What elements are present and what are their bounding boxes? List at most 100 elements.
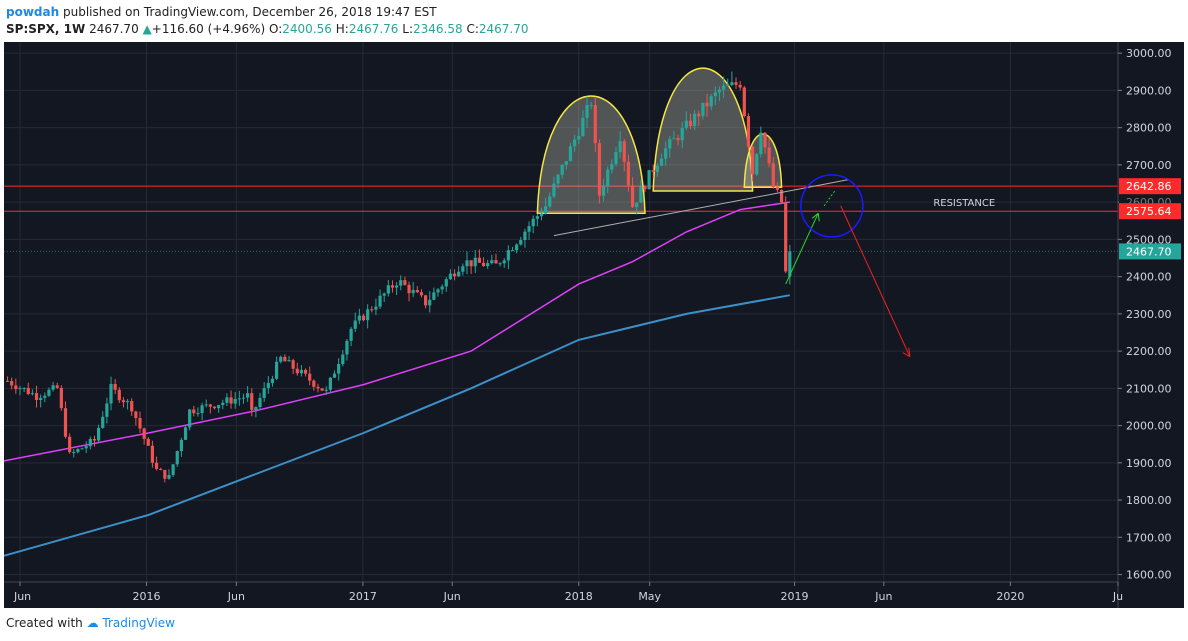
y-tick-label: 2700.00 xyxy=(1126,159,1172,172)
candle-body xyxy=(121,400,126,403)
candle-body xyxy=(303,369,308,374)
candle-body xyxy=(80,448,84,450)
y-tick-label: 2900.00 xyxy=(1126,84,1172,97)
y-tick-label: 2300.00 xyxy=(1126,308,1172,321)
y-tick-label: 2400.00 xyxy=(1126,271,1172,284)
candle-body xyxy=(154,462,159,469)
candle-body xyxy=(217,405,221,409)
candle-body xyxy=(196,413,200,415)
candle-body xyxy=(502,260,506,264)
x-tick-label: Jun xyxy=(874,590,892,603)
candle-body xyxy=(544,206,548,214)
candle-body xyxy=(266,383,270,389)
candle-body xyxy=(316,386,320,389)
candle-body xyxy=(601,186,606,196)
candle-body xyxy=(291,360,295,369)
candle-body xyxy=(183,427,188,440)
last-price: 2467.70 xyxy=(89,22,139,36)
candle-body xyxy=(688,120,693,127)
candle-body xyxy=(246,393,250,398)
candle-body xyxy=(192,409,196,414)
candle-body xyxy=(26,387,30,395)
x-tick-label: Jun xyxy=(443,590,461,603)
candle-body xyxy=(175,451,179,465)
last-price-tag: 2467.70 xyxy=(1126,245,1172,258)
candle-body xyxy=(726,85,730,87)
green-dotted-arrow xyxy=(823,190,836,207)
chart-area[interactable]: RESISTANCE 3000.00 2900.00 2800.00 2700.00 2… xyxy=(3,42,1184,608)
candle-body xyxy=(341,354,345,365)
candle-body xyxy=(171,464,175,475)
candle-body xyxy=(274,361,279,379)
candle-body xyxy=(395,285,399,288)
candle-body xyxy=(722,85,726,90)
candle-body xyxy=(535,216,539,219)
price-axis[interactable]: 3000.002900.002800.002700.002600.002500.… xyxy=(1118,47,1172,582)
candle-body xyxy=(237,398,241,400)
candle-body xyxy=(159,468,163,470)
candle-body xyxy=(523,231,527,240)
candle-body xyxy=(779,189,784,203)
candle-body xyxy=(14,385,18,390)
candle-body xyxy=(138,418,142,429)
tradingview-brand[interactable]: TradingView xyxy=(102,616,175,630)
candle-body xyxy=(233,398,237,404)
candle-body xyxy=(585,105,589,119)
candle-body xyxy=(18,388,22,390)
candle-body xyxy=(436,289,440,293)
x-tick-label: 2017 xyxy=(349,590,377,603)
low-value: 2346.58 xyxy=(413,22,463,36)
candle-body xyxy=(477,257,482,263)
candle-body xyxy=(47,389,51,396)
plot-background xyxy=(4,42,1118,582)
y-tick-label: 2800.00 xyxy=(1126,122,1172,135)
candle-body xyxy=(593,105,597,144)
candle-body xyxy=(59,387,63,409)
candle-body xyxy=(188,409,192,428)
x-tick-label: 2020 xyxy=(996,590,1024,603)
candle-body xyxy=(515,244,519,251)
candle-body xyxy=(548,196,552,207)
level-tag-upper-bg xyxy=(1119,178,1181,195)
red-arrow-head xyxy=(902,347,911,358)
candle-body xyxy=(784,202,788,272)
candle-body xyxy=(163,469,167,479)
author-name[interactable]: powdah xyxy=(6,5,60,19)
ohlc-line: SP:SPX, 1W 2467.70 ▲+116.60 (+4.96%) O:2… xyxy=(6,22,529,36)
candle-body xyxy=(63,408,68,437)
candle-body xyxy=(167,474,171,479)
up-arrow-icon: ▲ xyxy=(142,22,152,36)
candle-body xyxy=(697,113,701,117)
candle-body xyxy=(390,285,395,288)
candle-body xyxy=(775,187,780,190)
candle-body xyxy=(639,186,643,203)
candle-body xyxy=(469,260,473,267)
candle-body xyxy=(465,260,469,267)
green-arrow-head xyxy=(811,212,820,222)
candle-body xyxy=(349,328,353,341)
candle-body xyxy=(423,295,428,306)
candle-body xyxy=(577,136,581,140)
x-tick-label: Jun xyxy=(227,590,245,603)
candle-body xyxy=(560,164,564,175)
y-tick-label: 2200.00 xyxy=(1126,345,1172,358)
candle-body xyxy=(76,449,80,453)
candle-body xyxy=(672,138,676,140)
candle-body xyxy=(308,373,312,381)
candle-body xyxy=(717,89,722,93)
x-tick-label: Ju xyxy=(1112,590,1123,603)
price-chart[interactable]: RESISTANCE 3000.00 2900.00 2800.00 2700.00 2… xyxy=(3,42,1184,608)
candle-body xyxy=(51,385,55,390)
candle-body xyxy=(407,284,411,294)
candle-body xyxy=(473,257,477,267)
level-tag-lower: 2575.64 xyxy=(1126,205,1172,218)
candle-body xyxy=(179,439,183,452)
symbol-label: SP:SPX, 1W xyxy=(6,22,86,36)
candle-body xyxy=(506,250,510,261)
candle-body xyxy=(258,397,262,407)
open-label: O: xyxy=(269,22,283,36)
x-tick-label: Jun xyxy=(13,590,31,603)
candle-body xyxy=(72,452,76,454)
time-axis[interactable]: Jun 2016 Jun 2017 Jun 2018 May 2019 Jun 2020 Ju xyxy=(13,582,1123,603)
